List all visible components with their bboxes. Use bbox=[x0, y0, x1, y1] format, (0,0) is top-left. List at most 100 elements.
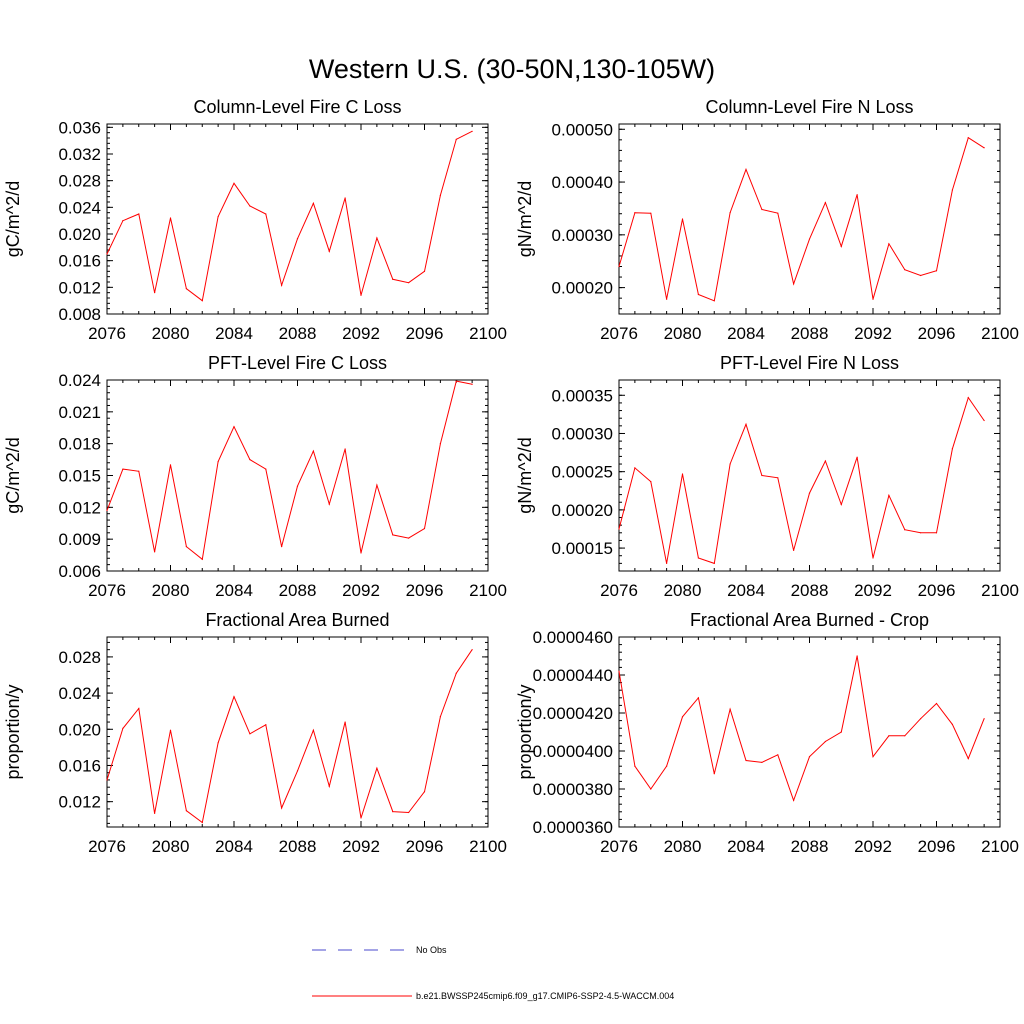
data-point bbox=[761, 208, 763, 211]
data-point bbox=[967, 137, 969, 139]
data-point bbox=[856, 194, 858, 196]
data-point bbox=[951, 723, 953, 726]
data-point bbox=[439, 443, 441, 445]
data-point bbox=[618, 528, 620, 530]
data-point bbox=[920, 718, 922, 720]
data-point bbox=[455, 380, 457, 382]
data-point bbox=[439, 194, 441, 196]
data-point bbox=[249, 733, 251, 735]
y-tick-label: 0.024 bbox=[58, 198, 101, 217]
x-tick-label: 2076 bbox=[600, 324, 638, 343]
data-point bbox=[281, 807, 283, 809]
data-point bbox=[169, 729, 172, 731]
data-point bbox=[360, 552, 362, 554]
data-point bbox=[392, 278, 394, 280]
x-tick-label: 2096 bbox=[918, 324, 956, 343]
data-point bbox=[138, 470, 140, 472]
data-point bbox=[951, 189, 953, 191]
x-tick-label: 2080 bbox=[152, 581, 190, 600]
y-tick-label: 0.012 bbox=[58, 498, 101, 517]
x-tick-label: 2076 bbox=[600, 581, 638, 600]
y-tick-label: 0.0000400 bbox=[533, 742, 613, 761]
x-tick-label: 2092 bbox=[342, 324, 380, 343]
series-line bbox=[106, 130, 473, 302]
panels-group: Column-Level Fire C Loss gC/m^2/d 2076 2080… bbox=[3, 97, 1019, 856]
panel-title: Fractional Area Burned bbox=[205, 610, 389, 630]
data-point bbox=[808, 756, 811, 758]
series-line bbox=[618, 136, 985, 302]
x-tick-label: 2092 bbox=[342, 581, 380, 600]
y-tick-label: 0.00030 bbox=[552, 424, 613, 443]
data-point bbox=[824, 460, 826, 462]
y-tick-label: 0.028 bbox=[58, 648, 101, 667]
data-point bbox=[217, 216, 219, 218]
data-point bbox=[154, 292, 156, 294]
data-point bbox=[856, 655, 858, 657]
data-point bbox=[761, 474, 763, 477]
panel-2: PFT-Level Fire C Loss gC/m^2/d 2076 2080 208… bbox=[3, 353, 507, 600]
x-tick-label: 2100 bbox=[981, 324, 1019, 343]
data-point bbox=[185, 288, 187, 290]
data-point bbox=[423, 791, 426, 793]
data-point bbox=[455, 138, 457, 140]
data-point bbox=[169, 464, 172, 466]
data-point bbox=[650, 481, 652, 483]
y-axis-label: gC/m^2/d bbox=[3, 437, 23, 513]
data-point bbox=[824, 740, 826, 743]
data-point bbox=[872, 756, 874, 758]
y-tick-label: 0.0000380 bbox=[533, 780, 613, 799]
data-point bbox=[249, 458, 251, 461]
series-line bbox=[106, 380, 473, 561]
data-point bbox=[951, 448, 953, 450]
panel-title: PFT-Level Fire N Loss bbox=[720, 353, 899, 373]
x-tick-label: 2076 bbox=[88, 837, 126, 856]
data-point bbox=[808, 492, 811, 494]
data-point bbox=[840, 503, 842, 506]
data-point bbox=[793, 283, 795, 285]
data-point bbox=[392, 534, 394, 536]
data-point bbox=[185, 545, 187, 548]
data-point bbox=[618, 670, 620, 672]
data-point bbox=[888, 494, 890, 496]
data-point bbox=[793, 799, 795, 802]
data-point bbox=[793, 549, 795, 551]
y-tick-label: 0.009 bbox=[58, 530, 101, 549]
y-tick-label: 0.00015 bbox=[552, 539, 613, 558]
data-point bbox=[697, 557, 699, 559]
data-point bbox=[360, 294, 362, 296]
data-point bbox=[904, 269, 906, 271]
x-tick-label: 2084 bbox=[215, 837, 253, 856]
data-point bbox=[376, 767, 378, 769]
data-point bbox=[281, 284, 283, 286]
y-tick-label: 0.024 bbox=[58, 371, 101, 390]
data-point bbox=[634, 467, 636, 469]
data-point bbox=[872, 298, 874, 300]
y-tick-label: 0.016 bbox=[58, 252, 101, 271]
y-tick-label: 0.028 bbox=[58, 172, 101, 191]
data-point bbox=[840, 731, 842, 733]
data-point bbox=[312, 202, 314, 204]
data-point bbox=[122, 468, 124, 470]
x-tick-label: 2092 bbox=[854, 324, 892, 343]
y-axis-label: gN/m^2/d bbox=[515, 437, 535, 513]
x-tick-label: 2088 bbox=[791, 837, 829, 856]
x-tick-label: 2076 bbox=[88, 581, 126, 600]
data-point bbox=[169, 217, 172, 219]
data-point bbox=[666, 298, 668, 300]
x-tick-label: 2076 bbox=[88, 324, 126, 343]
data-point bbox=[344, 448, 346, 450]
panel-1: Column-Level Fire N Loss gN/m^2/d 2076 2080… bbox=[515, 97, 1019, 343]
x-tick-label: 2096 bbox=[918, 581, 956, 600]
panel-4: Fractional Area Burned proportion/y 2076 20… bbox=[3, 610, 507, 856]
y-axis-label: proportion/y bbox=[3, 684, 23, 779]
legend-label-no-obs: No Obs bbox=[416, 945, 447, 955]
panel-5: Fractional Area Burned - Crop proportion/… bbox=[515, 610, 1019, 856]
data-point bbox=[681, 473, 684, 475]
y-tick-label: 0.020 bbox=[58, 720, 101, 739]
data-point bbox=[233, 426, 235, 428]
data-point bbox=[328, 503, 330, 505]
data-point bbox=[122, 727, 124, 729]
data-point bbox=[408, 811, 410, 814]
y-tick-label: 0.012 bbox=[58, 278, 101, 297]
